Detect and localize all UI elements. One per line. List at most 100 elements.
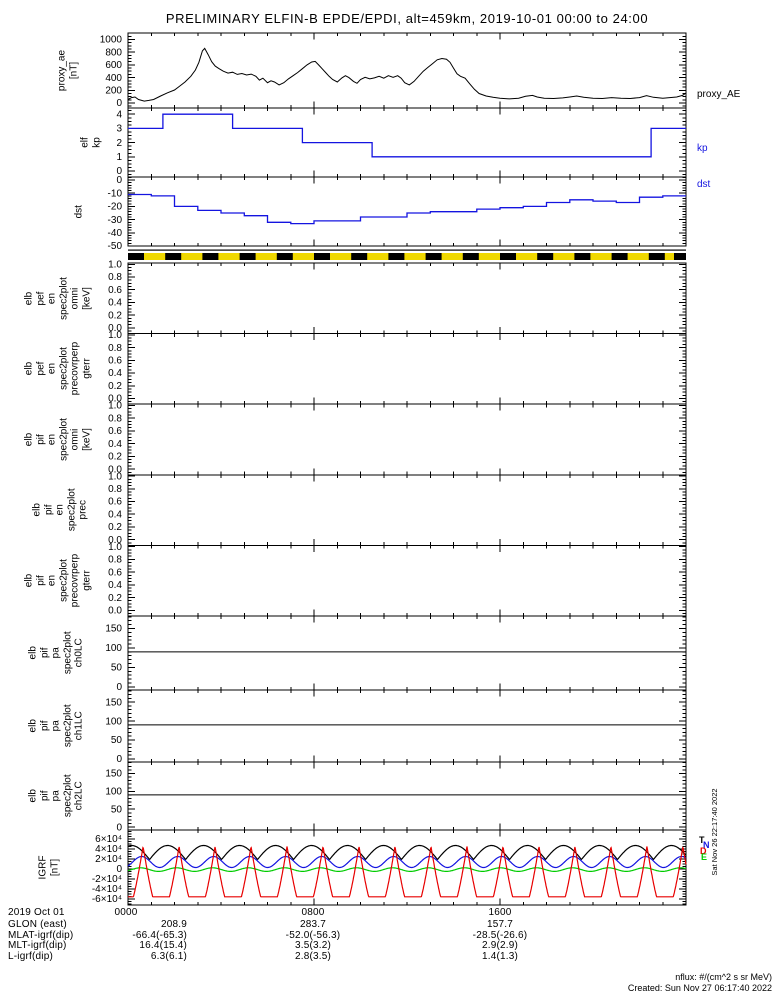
y-tick-label-dst: -50: [108, 241, 123, 252]
y-tick-label-elb_pef_en_precovrperp: 0.4: [108, 368, 122, 379]
kp-step-line: [128, 113, 686, 158]
y-tick-label-elb_pef_en_precovrperp: 0.2: [108, 381, 122, 392]
info-cell: 2.9(2.9): [481, 940, 519, 951]
y-tick-label-igrf: -2×10⁴: [92, 874, 122, 885]
y-tick-label-elb_pif_en_precovrperp: 1.0: [108, 542, 122, 553]
y-tick-label-elb_pif_pa_ch0LC: 100: [105, 643, 122, 654]
y-tick-label-elb_pif_en_omni: 0.0: [108, 464, 122, 475]
igrf-curve-T: [127, 844, 687, 861]
igrf-legend-letter-D: D: [700, 846, 707, 856]
page-title: PRELIMINARY ELFIN-B EPDE/EPDI, alt=459km…: [165, 11, 649, 26]
y-tick-label-elb_pif_en_precovrperp: 0.4: [108, 580, 122, 591]
info-cell: 208.9: [160, 918, 187, 930]
y-tick-label-elb_pef_en_precovrperp: 0.0: [108, 394, 122, 405]
y-tick-label-kp: 3: [116, 124, 122, 135]
x-axis-time-label: 0000: [114, 907, 138, 918]
panel-label-line: ch2LC: [73, 781, 85, 811]
y-tick-label-elb_pif_pa_ch2LC: 0: [116, 822, 122, 833]
y-tick-label-elb_pef_en_omni: 1.0: [108, 259, 122, 270]
dst-step-line: [128, 193, 686, 225]
y-tick-label-elb_pif_pa_ch2LC: 100: [105, 787, 122, 798]
flag-bar-dash: [537, 253, 554, 260]
y-tick-label-igrf: -4×10⁴: [92, 884, 122, 895]
flag-bar-dash: [128, 253, 144, 260]
y-tick-label-elb_pif_pa_ch2LC: 50: [111, 804, 123, 815]
panel-label-line: proxy_ae: [56, 49, 67, 92]
flag-bar-dash: [611, 253, 628, 260]
proxy-ae-curve: [127, 47, 687, 102]
panel-label-line: kp: [91, 137, 102, 148]
igrf-legend-letter-T: T: [699, 835, 705, 845]
igrf-legend-letter-E: E: [701, 852, 708, 862]
y-tick-label-proxy_ae: 600: [105, 60, 122, 71]
footer-nflux-units: nflux: #/(cm^2 s sr MeV): [675, 972, 772, 982]
y-tick-label-elb_pef_en_omni: 0.6: [108, 285, 122, 296]
y-tick-label-elb_pif_en_prec: 0.8: [108, 484, 122, 495]
y-tick-label-elb_pif_pa_ch1LC: 100: [105, 716, 122, 727]
flag-bar-dash: [165, 253, 182, 260]
y-tick-label-elb_pef_en_omni: 0.2: [108, 310, 122, 321]
y-tick-label-dst: 0: [116, 175, 122, 186]
y-tick-label-elb_pif_en_omni: 1.0: [108, 401, 122, 412]
y-tick-label-kp: 4: [116, 109, 122, 120]
right-label-kp: kp: [697, 143, 708, 154]
y-tick-label-dst: -40: [108, 228, 123, 239]
info-cell: 16.4(15.4): [139, 940, 187, 951]
y-tick-label-elb_pif_en_omni: 0.2: [108, 452, 122, 463]
axis-ticks: [127, 32, 687, 905]
y-tick-label-elb_pif_en_precovrperp: 0.0: [108, 605, 122, 616]
y-tick-label-elb_pef_en_precovrperp: 0.6: [108, 356, 122, 367]
flag-bar-dash: [202, 253, 219, 260]
info-cell: 2.8(3.5): [294, 950, 332, 962]
panel-label-line: [nT]: [67, 61, 79, 80]
y-tick-label-igrf: -6×10⁴: [92, 894, 122, 905]
y-tick-label-igrf: 6×10⁴: [95, 834, 122, 845]
y-tick-label-kp: 2: [116, 138, 122, 149]
y-tick-label-elb_pif_en_precovrperp: 0.8: [108, 555, 122, 566]
y-tick-label-elb_pif_en_precovrperp: 0.6: [108, 567, 122, 578]
y-tick-label-dst: -10: [108, 188, 123, 199]
y-tick-label-elb_pif_en_prec: 0.2: [108, 522, 122, 533]
flag-bar-dash: [276, 253, 293, 260]
igrf-legend-letter-N: N: [703, 840, 710, 850]
y-tick-label-proxy_ae: 200: [105, 85, 122, 96]
y-tick-label-elb_pif_en_omni: 0.4: [108, 439, 122, 450]
y-tick-label-elb_pif_en_prec: 0.0: [108, 535, 122, 546]
y-tick-label-elb_pif_en_prec: 1.0: [108, 471, 122, 482]
y-tick-label-proxy_ae: 800: [105, 47, 122, 58]
y-tick-label-dst: -20: [108, 202, 123, 213]
y-tick-label-elb_pif_pa_ch1LC: 150: [105, 697, 122, 708]
y-tick-label-proxy_ae: 0: [116, 98, 122, 109]
x-axis-time-label: 1600: [488, 907, 512, 918]
info-row-label: L-igrf(dip): [8, 950, 53, 962]
igrf-curve-N: [127, 855, 687, 869]
y-tick-label-proxy_ae: 400: [105, 73, 122, 84]
y-tick-label-elb_pif_en_omni: 0.6: [108, 426, 122, 437]
info-row-label: GLON (east): [8, 918, 67, 930]
flag-bar-dash: [574, 253, 591, 260]
axis-date-label: 2019 Oct 01: [8, 907, 65, 918]
y-tick-label-elb_pef_en_omni: 0.0: [108, 323, 122, 334]
info-row-label: MLT-igrf(dip): [8, 940, 67, 951]
info-row-label: MLAT-igrf(dip): [8, 929, 74, 941]
flag-bar-dash: [388, 253, 405, 260]
y-tick-label-elb_pif_en_prec: 0.6: [108, 497, 122, 508]
panel-frames: [127, 32, 687, 906]
panel-label-proxy_ae: proxy_ae [nT]: [56, 0, 79, 151]
info-cell: 283.7: [299, 918, 327, 930]
y-tick-label-igrf: 4×10⁴: [95, 844, 122, 855]
y-tick-label-elb_pef_en_omni: 0.4: [108, 298, 122, 309]
y-tick-label-dst: -30: [108, 215, 123, 226]
y-tick-label-elb_pef_en_precovrperp: 0.8: [108, 343, 122, 354]
igrf-curve-D: [128, 846, 687, 898]
y-tick-label-elb_pif_en_precovrperp: 0.2: [108, 593, 122, 604]
y-tick-label-elb_pif_en_prec: 0.4: [108, 509, 122, 520]
y-tick-label-elb_pif_pa_ch0LC: 50: [111, 663, 123, 674]
y-tick-label-elb_pif_en_omni: 0.8: [108, 413, 122, 424]
flag-bar-dash: [425, 253, 442, 260]
info-cell: -28.5(-26.6): [472, 929, 528, 941]
footer-created-timestamp: Created: Sun Nov 27 06:17:40 2022: [627, 983, 772, 993]
y-tick-label-elb_pif_pa_ch1LC: 50: [111, 735, 123, 746]
